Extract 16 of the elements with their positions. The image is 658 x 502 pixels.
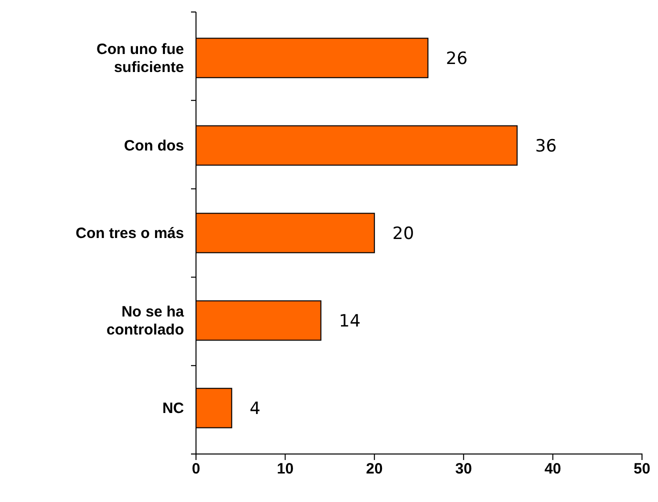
x-tick-label: 40 [544,460,562,478]
x-tick-label: 50 [634,460,650,478]
data-label: 26 [446,48,468,69]
y-tick-label: NC [162,400,184,418]
y-tick-label: Con dos [124,137,184,154]
y-tick-label: Con tres o más [76,225,184,242]
x-tick-label: 20 [366,460,383,478]
data-label: 4 [250,399,261,420]
y-tick-label: Con uno fue suficiente [96,40,184,76]
data-label: 14 [338,312,361,332]
y-tick-label: No se ha controlado [106,304,185,339]
x-tick-label: 10 [276,460,294,478]
x-tick-label: 0 [192,460,200,478]
data-label: 36 [535,136,557,156]
x-tick-label: 30 [455,460,472,478]
data-label: 20 [392,224,414,244]
